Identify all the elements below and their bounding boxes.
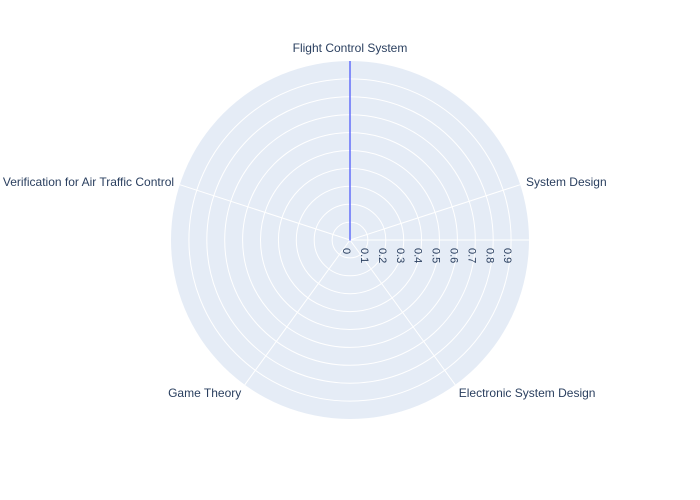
- radial-tick-label: 0.1: [358, 248, 370, 263]
- category-label: Flight Control System: [293, 41, 408, 55]
- angular-grid-line: [244, 239, 351, 386]
- category-labels: Flight Control System System Design Electr…: [0, 41, 607, 400]
- radial-tick-labels: 0 0.1 0.2 0.3 0.4 0.5 0.6 0.7 0.8 0.9: [340, 248, 513, 263]
- radial-tick-label: 0.4: [412, 248, 424, 263]
- radial-tick-label: 0.6: [447, 248, 459, 263]
- category-label: Formal Verification for Air Traffic Cont…: [0, 175, 174, 189]
- category-label: Electronic System Design: [459, 386, 596, 400]
- angular-grid-line: [349, 184, 521, 241]
- category-label: System Design: [526, 175, 607, 189]
- radial-tick-label: 0.3: [394, 248, 406, 263]
- angular-grid-line: [179, 184, 351, 241]
- radial-tick-label: 0.2: [376, 248, 388, 263]
- radial-tick-label: 0.7: [465, 248, 477, 263]
- radial-tick-label: 0: [340, 248, 352, 254]
- radial-tick-label: 0.8: [483, 248, 495, 263]
- radial-tick-label: 0.9: [501, 248, 513, 263]
- radial-tick-label: 0.5: [430, 248, 442, 263]
- angular-grid-line: [349, 239, 456, 386]
- category-label: Game Theory: [168, 386, 241, 400]
